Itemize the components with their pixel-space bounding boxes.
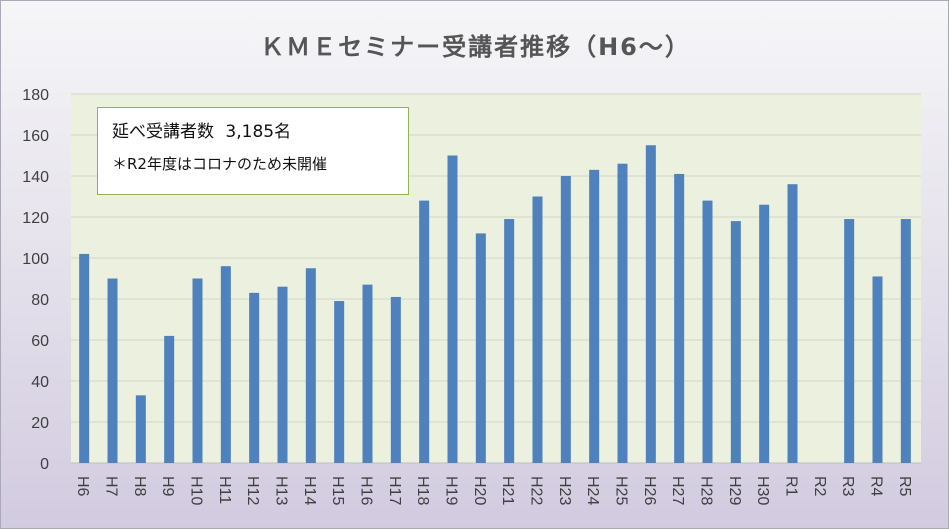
x-tick-label: H20	[471, 476, 488, 505]
x-tick-label: H29	[726, 476, 743, 505]
y-tick-label: 100	[22, 251, 49, 268]
total-value: 3,185名	[225, 122, 292, 142]
x-tick-label: H30	[754, 476, 771, 505]
x-tick-label: H9	[159, 476, 176, 497]
x-tick-label: H26	[641, 476, 658, 505]
x-tick-label: H12	[244, 476, 261, 505]
bar-H21	[504, 219, 515, 463]
x-tick-label: H14	[301, 476, 318, 505]
bar-H27	[674, 173, 685, 463]
bar-H15	[334, 301, 345, 463]
x-tick-label: H22	[528, 476, 545, 505]
cancellation-note: ＊R2年度はコロナのため未開催	[112, 155, 327, 173]
annotation-box: 延べ受講者数 3,185名 ＊R2年度はコロナのため未開催	[97, 107, 409, 195]
x-tick-label: H7	[103, 476, 120, 497]
x-tick-label: H6	[74, 476, 91, 497]
y-tick-label: 160	[22, 128, 49, 145]
x-tick-label: R4	[868, 476, 885, 497]
bar-H14	[305, 268, 316, 463]
x-tick-label: H10	[188, 476, 205, 505]
bar-R5	[900, 219, 911, 463]
bar-H10	[192, 278, 203, 463]
x-tick-label: H21	[499, 476, 516, 505]
x-axis-ticks: H6 H7 H8 H9 H10 H11 H12 H13 H14 H15 H16 H17 H18 H19 H2…	[74, 476, 913, 505]
chart-title: ＫＭＥセミナー受講者推移（H6～）	[260, 33, 691, 61]
bar-H13	[277, 286, 288, 463]
x-tick-label: H16	[358, 476, 375, 505]
x-tick-label: H25	[613, 476, 630, 505]
x-tick-label: H27	[669, 476, 686, 505]
x-tick-label: R3	[839, 476, 856, 497]
y-tick-label: 80	[31, 292, 49, 309]
bar-H16	[362, 284, 373, 463]
bar-H8	[135, 395, 146, 463]
bar-H12	[249, 292, 260, 463]
bar-series	[79, 145, 911, 463]
x-tick-label: H11	[216, 476, 233, 504]
y-tick-label: 140	[22, 169, 49, 186]
y-tick-label: 120	[22, 210, 49, 227]
y-axis-ticks: 0 20 40 60 80 100 120 140 160 180	[22, 87, 49, 473]
x-tick-label: H23	[556, 476, 573, 505]
bar-H11	[220, 266, 231, 463]
x-tick-label: H24	[584, 476, 601, 505]
bar-H24	[589, 169, 600, 463]
bar-H26	[645, 145, 656, 463]
x-tick-label: H17	[386, 476, 403, 505]
bar-H18	[419, 200, 430, 463]
x-tick-label: H18	[414, 476, 431, 505]
x-tick-label: H19	[443, 476, 460, 505]
y-tick-label: 20	[31, 415, 49, 432]
bar-H7	[107, 278, 118, 463]
x-tick-label: R1	[783, 476, 800, 497]
y-tick-label: 60	[31, 333, 49, 350]
x-tick-label: R2	[811, 476, 828, 497]
total-attendees: 延べ受講者数 3,185名	[112, 120, 394, 144]
y-tick-label: 180	[22, 87, 49, 104]
bar-H6	[79, 253, 90, 463]
bar-H28	[702, 200, 713, 463]
bar-H20	[475, 233, 486, 463]
x-tick-label: H13	[273, 476, 290, 505]
bar-H22	[532, 196, 543, 463]
bar-R4	[872, 276, 883, 463]
bar-H30	[759, 204, 770, 463]
bar-H17	[390, 296, 401, 463]
bar-R3	[844, 219, 855, 463]
bar-H9	[164, 335, 175, 463]
bar-H19	[447, 155, 458, 463]
x-tick-label: H15	[329, 476, 346, 505]
x-tick-label: R5	[896, 476, 913, 497]
y-tick-label: 0	[40, 456, 49, 473]
bar-H25	[617, 163, 628, 463]
bar-H29	[730, 221, 741, 463]
bar-R1	[787, 184, 798, 463]
x-tick-label: H28	[698, 476, 715, 505]
bar-H23	[560, 176, 571, 463]
y-tick-label: 40	[31, 374, 49, 391]
total-label: 延べ受講者数	[112, 122, 214, 142]
x-tick-label: H8	[131, 476, 148, 497]
